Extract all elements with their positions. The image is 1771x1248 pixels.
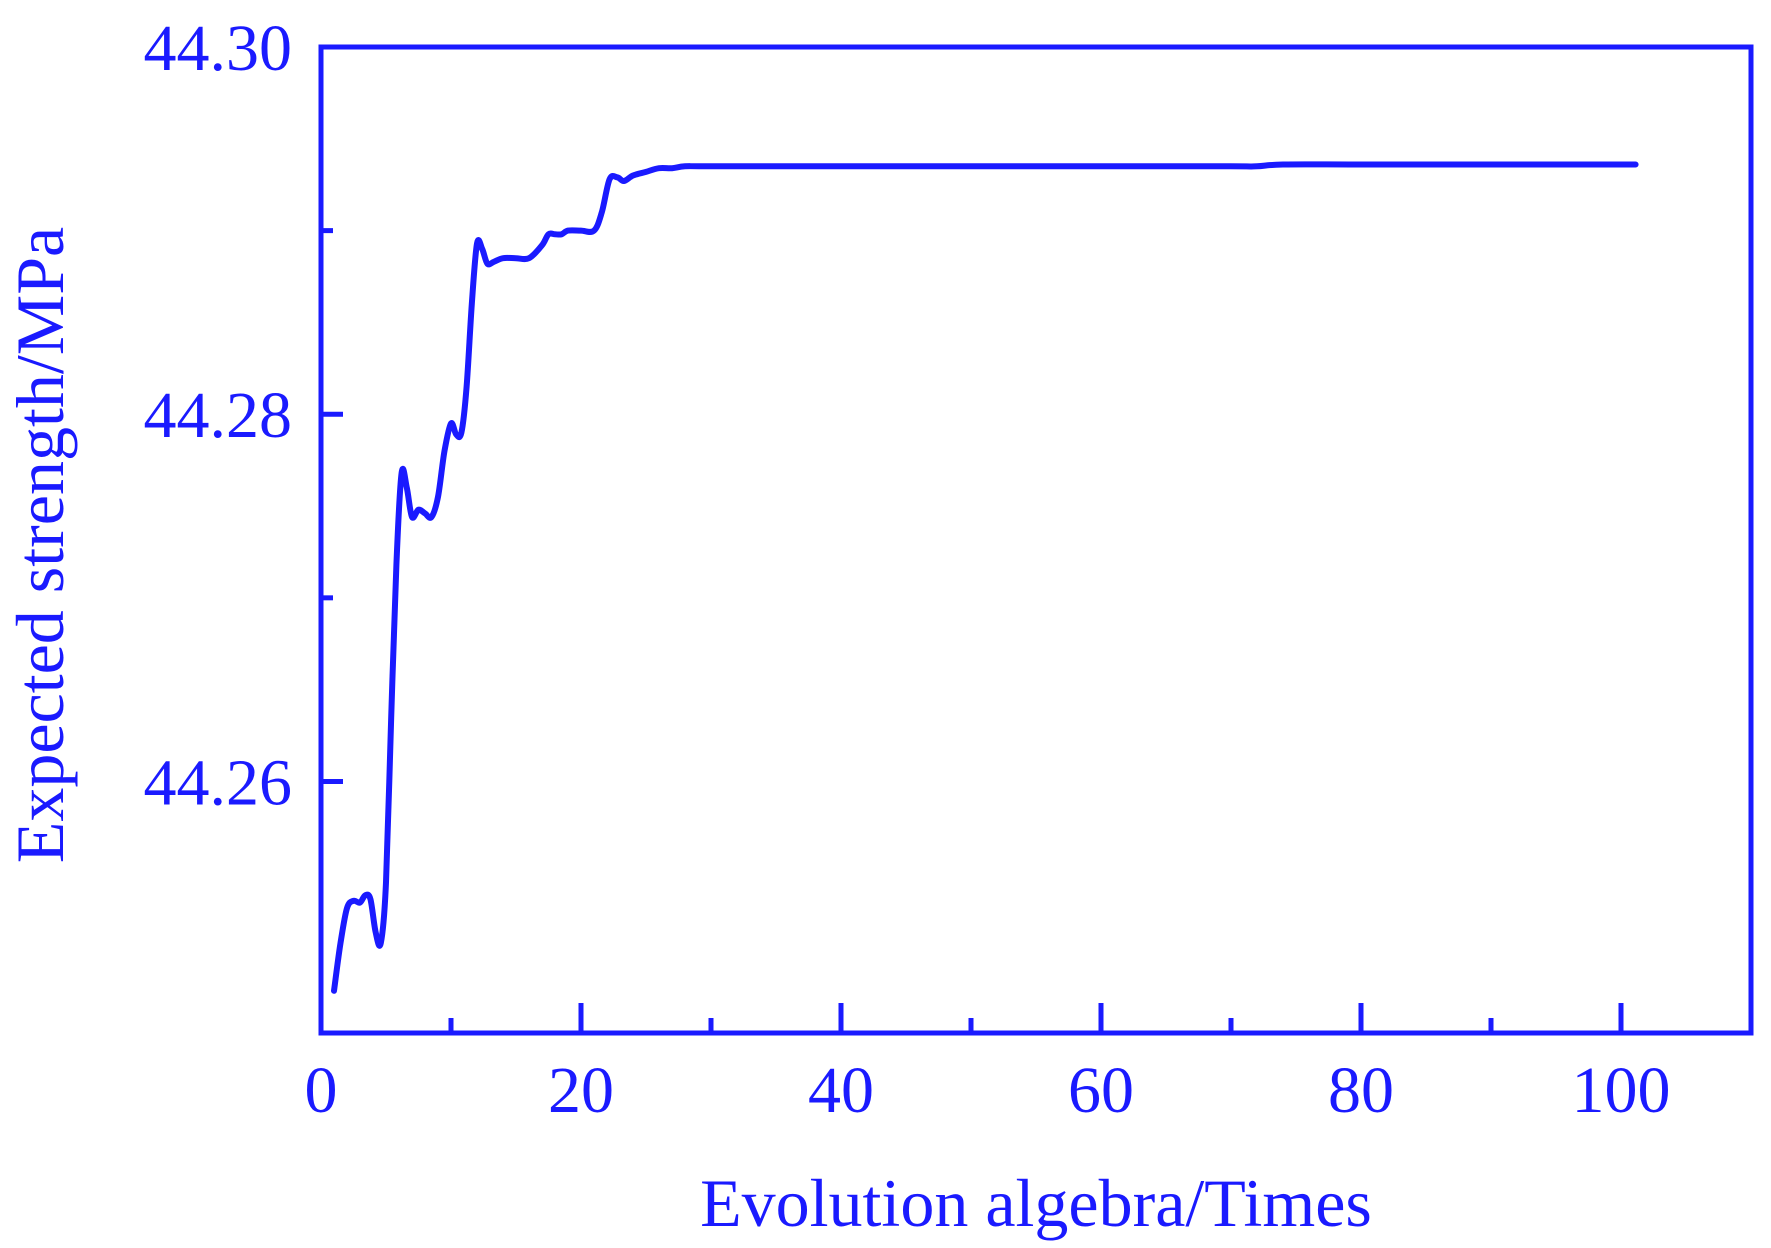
y-tick-label: 44.30: [144, 12, 293, 85]
y-tick-labels: 44.26 44.28 44.30: [144, 12, 293, 819]
x-tick-labels: 0 20 40 60 80 100: [305, 1054, 1671, 1127]
y-tick-label: 44.28: [144, 379, 293, 452]
plot-frame: [318, 44, 1754, 1036]
x-tick-label: 60: [1068, 1054, 1134, 1127]
axis-ticks: [321, 44, 1624, 1033]
x-tick-label: 20: [548, 1054, 614, 1127]
series-line: [331, 161, 1639, 994]
x-tick-label: 40: [808, 1054, 874, 1127]
y-axis-title: Expected strength/MPa: [2, 227, 78, 863]
x-tick-label: 80: [1328, 1054, 1394, 1127]
x-tick-label: 100: [1572, 1054, 1671, 1127]
x-axis-title: Evolution algebra/Times: [700, 1165, 1372, 1241]
x-tick-label: 0: [305, 1054, 338, 1127]
y-tick-label: 44.26: [144, 746, 293, 819]
